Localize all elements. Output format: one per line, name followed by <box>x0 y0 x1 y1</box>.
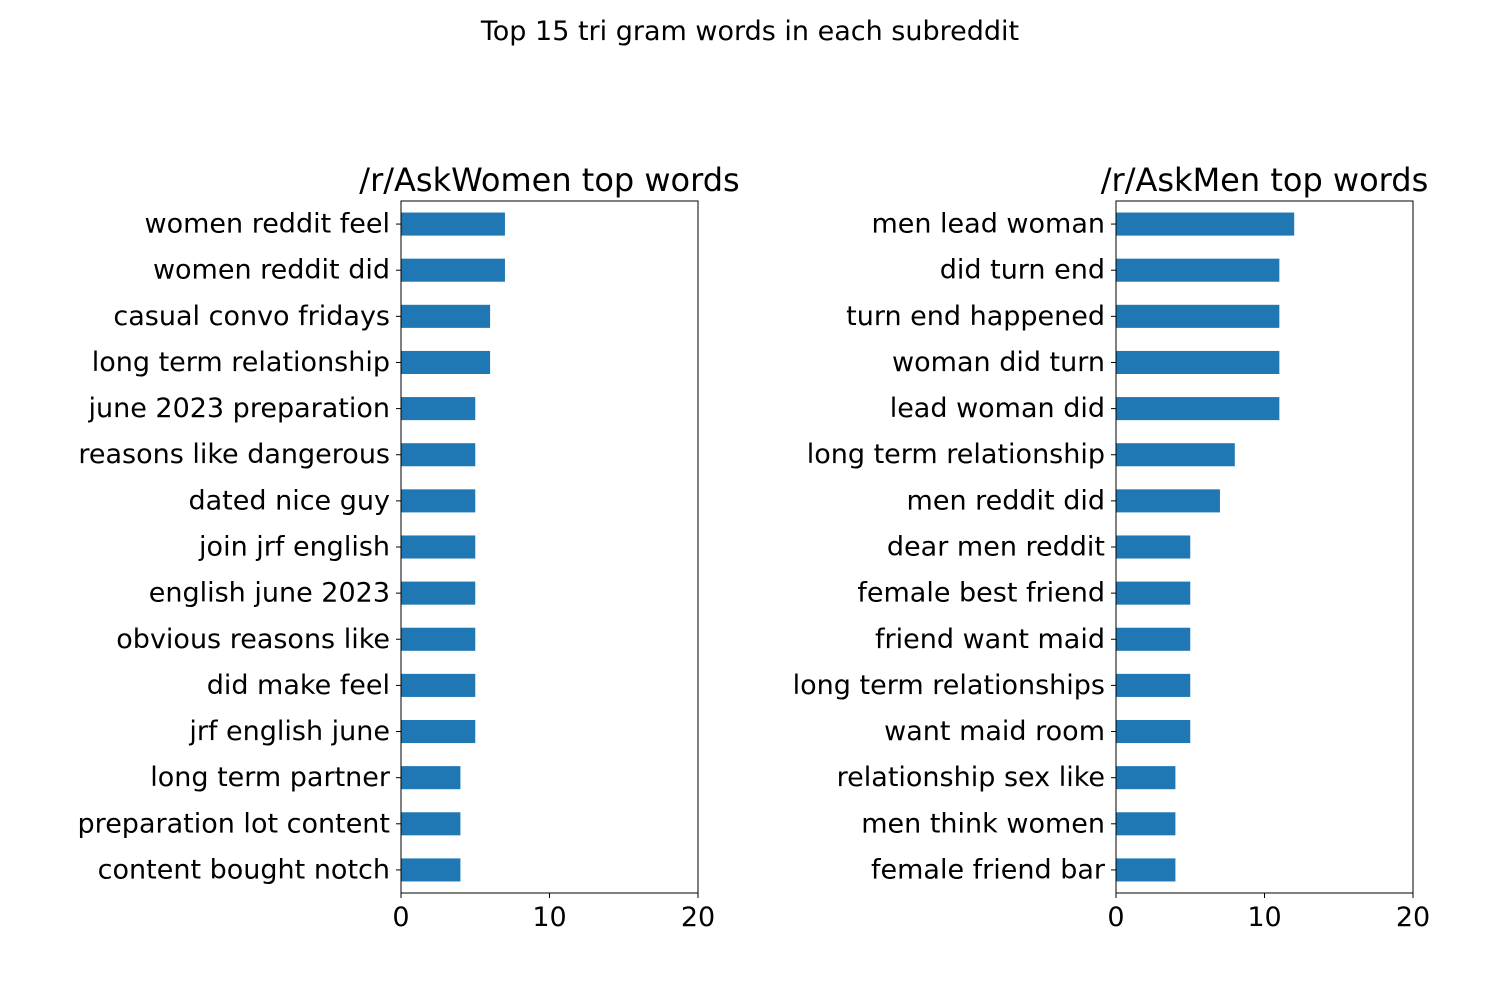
askmen-category-label: friend want maid <box>875 624 1105 655</box>
askwomen-category-label: dated nice guy <box>189 485 391 516</box>
askmen-bar[interactable] <box>1116 812 1176 836</box>
askwomen-bar[interactable] <box>401 766 461 790</box>
askmen-category-label: men reddit did <box>907 485 1105 516</box>
askmen-category-label: long term relationships <box>793 670 1105 701</box>
askmen-bar[interactable] <box>1116 766 1176 790</box>
askwomen-category-label: english june 2023 <box>149 578 390 609</box>
askmen-chart-title: /r/AskMen top words <box>1101 161 1429 199</box>
figure-suptitle: Top 15 tri gram words in each subreddit <box>480 16 1020 47</box>
askmen-xtick-label: 20 <box>1396 902 1430 933</box>
askwomen-category-label: reasons like dangerous <box>78 439 390 470</box>
askmen-bar[interactable] <box>1116 489 1220 513</box>
askwomen-xtick-label: 10 <box>532 902 566 933</box>
askmen-bar[interactable] <box>1116 581 1191 605</box>
askmen-bar[interactable] <box>1116 397 1280 421</box>
askmen-bar[interactable] <box>1116 858 1176 882</box>
askwomen-category-label: obvious reasons like <box>116 624 390 655</box>
askwomen-bar[interactable] <box>401 858 461 882</box>
askmen-bar[interactable] <box>1116 673 1191 697</box>
askwomen-bar[interactable] <box>401 350 491 374</box>
askwomen-chart-title: /r/AskWomen top words <box>359 161 739 199</box>
askmen-bar[interactable] <box>1116 443 1235 467</box>
askwomen-bar[interactable] <box>401 627 476 651</box>
askwomen-category-label: did make feel <box>207 670 390 701</box>
askmen-bar[interactable] <box>1116 350 1280 374</box>
askwomen-category-label: women reddit did <box>153 255 390 286</box>
askmen-category-label: want maid room <box>884 716 1105 747</box>
askwomen-bar[interactable] <box>401 443 476 467</box>
askwomen-bar[interactable] <box>401 489 476 513</box>
askmen-bar[interactable] <box>1116 627 1191 651</box>
askmen-bar[interactable] <box>1116 535 1191 559</box>
askwomen-category-label: content bought notch <box>98 854 390 885</box>
askmen-category-label: long term relationship <box>807 439 1105 470</box>
askwomen-bar[interactable] <box>401 720 476 744</box>
askmen-category-label: lead woman did <box>890 393 1105 424</box>
askwomen-bar[interactable] <box>401 673 476 697</box>
askwomen-category-label: women reddit feel <box>144 209 390 240</box>
askmen-bar[interactable] <box>1116 304 1280 328</box>
askmen-category-label: did turn end <box>940 255 1105 286</box>
askwomen-category-label: casual convo fridays <box>113 301 390 332</box>
askwomen-bar[interactable] <box>401 812 461 836</box>
askwomen-category-label: join jrf english <box>198 532 390 563</box>
askwomen-bar[interactable] <box>401 581 476 605</box>
askwomen-category-label: long term partner <box>150 762 391 793</box>
askmen-category-label: men think women <box>861 808 1105 839</box>
askmen-bar[interactable] <box>1116 720 1191 744</box>
askwomen-bar[interactable] <box>401 258 505 282</box>
askmen-category-label: female friend bar <box>871 854 1106 885</box>
askwomen-bar[interactable] <box>401 397 476 421</box>
askwomen-category-label: preparation lot content <box>78 808 390 839</box>
askwomen-bar[interactable] <box>401 535 476 559</box>
askmen-bar[interactable] <box>1116 258 1280 282</box>
askmen-xtick-label: 0 <box>1107 902 1124 933</box>
askmen-category-label: dear men reddit <box>887 532 1105 563</box>
askwomen-xtick-label: 0 <box>392 902 409 933</box>
askwomen-bar[interactable] <box>401 212 505 236</box>
askmen-category-label: turn end happened <box>846 301 1105 332</box>
askwomen-category-label: jrf english june <box>188 716 390 747</box>
askmen-category-label: relationship sex like <box>837 762 1105 793</box>
askwomen-category-label: long term relationship <box>92 347 390 378</box>
askmen-category-label: woman did turn <box>892 347 1105 378</box>
askwomen-category-label: june 2023 preparation <box>87 393 390 424</box>
askmen-category-label: men lead woman <box>871 209 1105 240</box>
askmen-xtick-label: 10 <box>1247 902 1281 933</box>
askmen-bar[interactable] <box>1116 212 1295 236</box>
askmen-category-label: female best friend <box>857 578 1105 609</box>
askwomen-bar[interactable] <box>401 304 491 328</box>
askwomen-xtick-label: 20 <box>681 902 715 933</box>
